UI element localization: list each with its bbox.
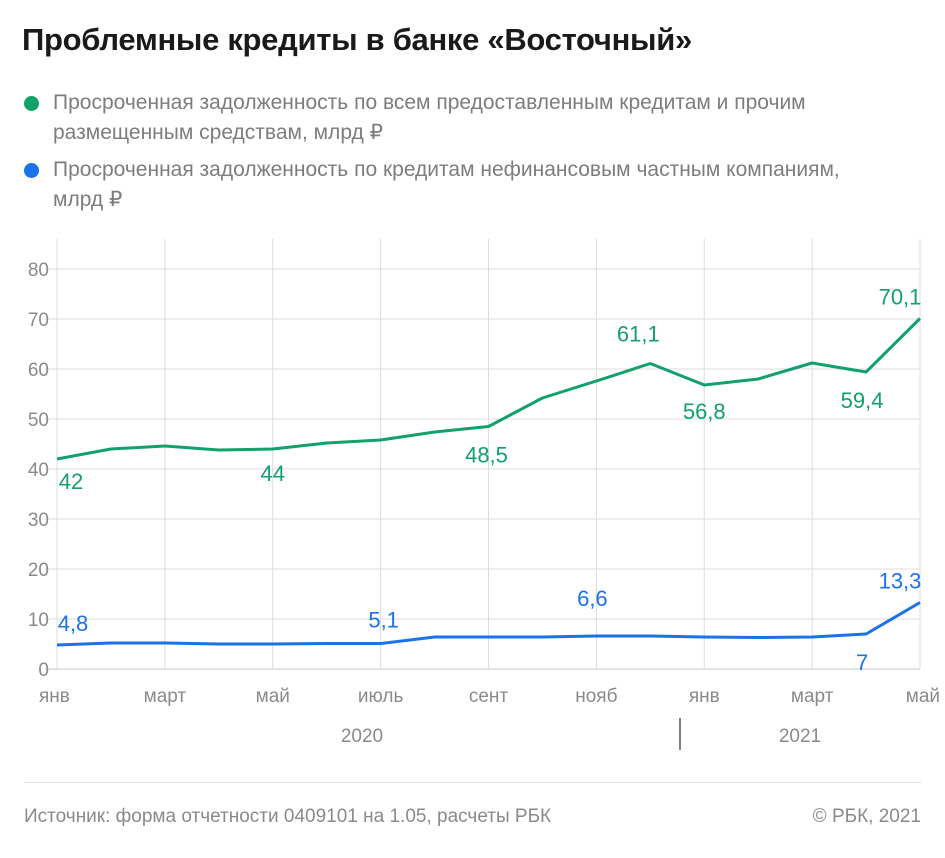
y-tick-label: 0 <box>38 660 49 681</box>
legend-label: Просроченная задолженность по всем предо… <box>53 91 806 144</box>
y-tick-label: 40 <box>28 460 49 481</box>
legend-dot-blue <box>24 163 39 178</box>
y-tick-label: 60 <box>28 360 49 381</box>
x-tick-label: март <box>144 686 187 707</box>
data-label: 13,3 <box>879 569 922 594</box>
data-label: 42 <box>59 469 83 494</box>
data-label: 44 <box>261 461 285 486</box>
y-tick-label: 10 <box>28 610 49 631</box>
data-label: 56,8 <box>683 399 726 424</box>
legend-item-total: Просроченная задолженность по всем предо… <box>24 88 893 148</box>
y-tick-label: 70 <box>28 310 49 331</box>
data-label: 4,8 <box>58 611 89 636</box>
data-label: 70,1 <box>879 285 922 310</box>
x-tick-label: нояб <box>575 686 617 707</box>
y-tick-label: 50 <box>28 410 49 431</box>
legend-item-companies: Просроченная задолженность по кредитам н… <box>24 155 893 215</box>
source-note: Источник: форма отчетности 0409101 на 1.… <box>24 806 552 827</box>
x-tick-label: июль <box>358 686 404 707</box>
plot-area: 0 10 20 30 40 50 60 70 80 янв март май июль сент нояб я… <box>28 239 940 750</box>
data-label: 61,1 <box>617 322 660 347</box>
y-tick-label: 80 <box>28 260 49 281</box>
x-tick-label: март <box>791 686 834 707</box>
year-label-2021: 2021 <box>779 726 821 747</box>
footer-divider <box>24 782 921 783</box>
data-label: 5,1 <box>368 608 399 633</box>
legend-label: Просроченная задолженность по кредитам н… <box>53 158 840 211</box>
x-tick-label: май <box>256 686 290 707</box>
x-tick-label: май <box>906 686 940 707</box>
data-label: 48,5 <box>465 443 508 468</box>
data-label: 6,6 <box>577 586 608 611</box>
copyright: © РБК, 2021 <box>812 806 921 827</box>
data-label: 7 <box>856 650 868 675</box>
data-label: 59,4 <box>841 388 884 413</box>
x-tick-label: янв <box>39 686 70 707</box>
y-tick-label: 30 <box>28 510 49 531</box>
x-tick-label: сент <box>469 686 509 707</box>
year-label-2020: 2020 <box>341 726 383 747</box>
y-tick-label: 20 <box>28 560 49 581</box>
legend-dot-green <box>24 96 39 111</box>
chart-title: Проблемные кредиты в банке «Восточный» <box>22 22 692 57</box>
x-tick-label: янв <box>689 686 720 707</box>
